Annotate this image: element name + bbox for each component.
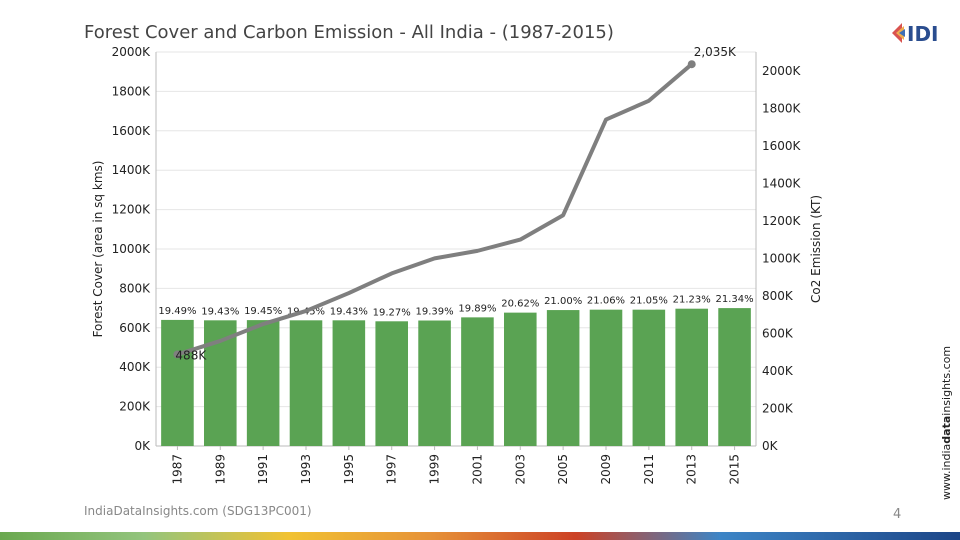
co2-point[interactable]	[687, 60, 696, 69]
bar-label: 21.23%	[673, 295, 711, 306]
left-tick-label: 400K	[119, 360, 151, 374]
left-tick-label: 1800K	[112, 84, 152, 98]
left-axis-title: Forest Cover (area in sq kms)	[91, 161, 105, 338]
bar-label: 19.89%	[458, 303, 496, 314]
co2-point-label: 2,035K	[694, 45, 737, 59]
idi-logo: IDI	[892, 22, 938, 46]
right-tick-label: 1800K	[762, 101, 802, 115]
bar-label: 19.43%	[330, 306, 368, 317]
forest-cover-bar[interactable]	[589, 309, 623, 446]
left-tick-label: 0K	[134, 439, 151, 453]
forest-cover-bar[interactable]	[161, 319, 194, 446]
bar-label: 21.05%	[630, 296, 668, 307]
forest-cover-bar[interactable]	[461, 317, 494, 446]
forest-cover-bar[interactable]	[546, 310, 580, 446]
bar-label: 19.49%	[158, 306, 196, 317]
bar-label: 19.43%	[201, 306, 239, 317]
page-number: 4	[893, 507, 902, 522]
right-tick-label: 400K	[762, 364, 794, 378]
logo-text: IDI	[907, 22, 938, 46]
forest-cover-bar[interactable]	[246, 320, 280, 446]
right-tick-label: 600K	[762, 326, 794, 340]
x-tick-label: 1999	[428, 454, 442, 485]
x-tick-label: 2009	[599, 454, 613, 485]
forest-cover-bar[interactable]	[504, 312, 537, 446]
forest-cover-bar[interactable]	[718, 308, 751, 446]
bar-label: 19.27%	[373, 307, 411, 318]
forest-cover-bar[interactable]	[332, 320, 366, 446]
forest-cover-bar[interactable]	[418, 320, 451, 446]
color-stripe	[0, 532, 960, 540]
forest-cover-bar[interactable]	[375, 321, 408, 446]
x-tick-label: 2015	[728, 454, 742, 485]
right-tick-label: 1400K	[762, 176, 802, 190]
x-tick-label: 2005	[556, 454, 570, 485]
x-tick-label: 2013	[685, 454, 699, 485]
left-tick-label: 800K	[119, 281, 151, 295]
left-tick-label: 1000K	[112, 242, 152, 256]
forest-cover-bar[interactable]	[632, 309, 666, 446]
right-tick-label: 800K	[762, 289, 794, 303]
x-tick-label: 2011	[642, 454, 656, 485]
left-tick-label: 600K	[119, 321, 151, 335]
x-tick-label: 1993	[299, 454, 313, 485]
forest-cover-bar[interactable]	[289, 320, 323, 446]
left-tick-label: 1400K	[112, 163, 152, 177]
logo-triangle-blue	[899, 29, 905, 37]
left-tick-label: 2000K	[112, 45, 152, 59]
left-tick-label: 1200K	[112, 203, 152, 217]
right-tick-label: 0K	[762, 439, 779, 453]
footer-source: IndiaDataInsights.com (SDG13PC001)	[84, 504, 312, 518]
x-tick-label: 2001	[470, 454, 484, 485]
left-tick-label: 1600K	[112, 124, 152, 138]
bar-label: 20.62%	[501, 299, 539, 310]
x-tick-label: 1987	[170, 454, 184, 485]
co2-point-label: 488K	[175, 348, 207, 362]
left-tick-label: 200K	[119, 400, 151, 414]
x-tick-label: 1995	[342, 454, 356, 485]
right-tick-label: 2000K	[762, 64, 802, 78]
x-tick-label: 2003	[513, 454, 527, 485]
right-tick-label: 200K	[762, 401, 794, 415]
bar-label: 19.45%	[244, 306, 282, 317]
forest-cover-bar[interactable]	[675, 308, 708, 446]
co2-point[interactable]	[173, 350, 182, 359]
right-axis-title: Co2 Emission (KT)	[809, 195, 823, 303]
right-tick-label: 1000K	[762, 251, 802, 265]
x-tick-label: 1989	[213, 454, 227, 485]
chart-title: Forest Cover and Carbon Emission - All I…	[84, 22, 614, 43]
co2-emission-line[interactable]	[176, 62, 694, 357]
bar-label: 19.39%	[416, 307, 454, 318]
x-tick-label: 1997	[385, 454, 399, 485]
bar-label: 21.06%	[587, 296, 625, 307]
x-tick-label: 1991	[256, 454, 270, 485]
bar-label: 21.34%	[716, 294, 754, 305]
right-tick-label: 1600K	[762, 139, 802, 153]
right-tick-label: 1200K	[762, 214, 802, 228]
bar-label: 21.00%	[544, 296, 582, 307]
